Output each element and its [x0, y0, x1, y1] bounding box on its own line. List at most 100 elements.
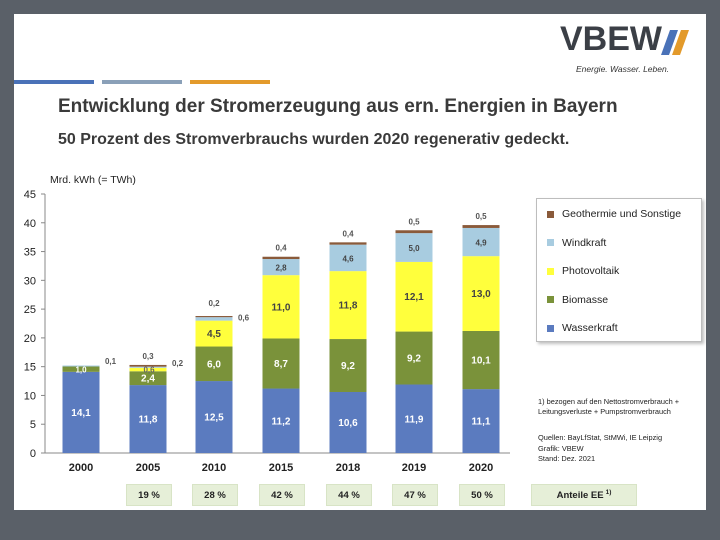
- bar-segment: [329, 391, 367, 453]
- bar-value-label: 0,5: [475, 212, 487, 221]
- bar-value-label: 9,2: [407, 354, 421, 365]
- page-subtitle: 50 Prozent des Stromverbrauchs wurden 20…: [58, 131, 570, 148]
- y-tick-label: 20: [24, 333, 36, 345]
- share-badge: 47 %: [392, 484, 438, 506]
- accent-stripes: [14, 80, 270, 84]
- x-tick-label: 2020: [469, 462, 493, 474]
- share-badge: 28 %: [192, 484, 238, 506]
- bar-segment: [195, 317, 233, 321]
- bar-segment: [195, 381, 233, 453]
- legend-item: Geothermie und Sonstige: [547, 207, 681, 221]
- source-line: Quellen: BayLfStat, StMWi, IE Leipzig: [538, 433, 663, 442]
- accent-stripe-orange: [190, 80, 270, 84]
- bar-segment: [262, 388, 300, 453]
- bar-value-label: 8,7: [274, 359, 288, 370]
- x-tick-label: 2015: [269, 462, 293, 474]
- bar-segment: [195, 346, 233, 382]
- bar-segment: [329, 339, 367, 392]
- bar-segment: [329, 242, 367, 245]
- bar-segment: [462, 227, 500, 257]
- bar-value-label: 11,1: [472, 417, 491, 428]
- share-badge: 19 %: [126, 484, 172, 506]
- sources: Quellen: BayLfStat, StMWi, IE Leipzig Gr…: [538, 433, 662, 465]
- bar-value-label: 11,2: [272, 416, 291, 427]
- share-badge: 50 %: [459, 484, 505, 506]
- bar-segment: [129, 371, 167, 386]
- bar-value-label: 4,6: [342, 254, 354, 263]
- bar-segment: [462, 225, 500, 228]
- y-tick-label: 30: [24, 275, 36, 287]
- bar-segment: [262, 256, 300, 260]
- bar-segment: [129, 385, 167, 453]
- legend-item: Biomasse: [547, 293, 608, 307]
- x-tick-label: 2000: [69, 462, 93, 474]
- bar-value-label: 9,2: [341, 361, 355, 372]
- y-tick-label: 5: [30, 419, 36, 431]
- bar-value-label: 11,0: [272, 302, 291, 313]
- y-axis-label: Mrd. kWh (= TWh): [50, 174, 136, 186]
- bar-value-label: 4,9: [475, 239, 487, 248]
- bar-value-label: 12,5: [204, 413, 224, 424]
- logo-slashes-icon: [661, 30, 689, 55]
- chart-data-labels: 14,11,00,111,82,40,60,20,312,56,04,50,60…: [71, 212, 491, 429]
- bar-value-label: 2,8: [275, 264, 287, 273]
- bar-segment: [395, 233, 433, 262]
- x-tick-label: 2018: [336, 462, 360, 474]
- bar-value-label: 0,4: [342, 229, 354, 238]
- bar-value-label: 10,1: [471, 356, 491, 367]
- y-tick-label: 25: [24, 304, 36, 316]
- bar-segment: [262, 338, 300, 389]
- y-tick-label: 0: [30, 448, 36, 460]
- bar-value-label: 10,6: [338, 418, 358, 429]
- legend-swatch: [547, 210, 554, 218]
- bar-value-label: 12,1: [404, 292, 424, 303]
- accent-stripe-grey: [102, 80, 182, 84]
- bar-value-label: 0,1: [105, 357, 117, 366]
- bar-segment: [62, 371, 100, 453]
- bar-value-label: 14,1: [71, 408, 91, 419]
- bar-value-label: 4,5: [207, 329, 221, 340]
- share-badge: 44 %: [326, 484, 372, 506]
- chart-axes: 0 5 10 15 20 25 30 35 40 45 2000 2005 2010 2015 2018 20…: [24, 189, 510, 474]
- bar-segment: [462, 256, 500, 331]
- bar-segment: [395, 331, 433, 385]
- shares-label: Anteile EE 1): [531, 484, 637, 506]
- y-tick-label: 15: [24, 362, 36, 374]
- shares-label-footnote-marker: 1): [605, 488, 612, 496]
- bar-segment: [329, 271, 367, 340]
- legend-label: Photovoltaik: [562, 265, 620, 277]
- legend-label: Geothermie und Sonstige: [562, 208, 682, 220]
- y-tick-label: 35: [24, 247, 36, 259]
- legend-swatch: [547, 324, 554, 332]
- x-tick-label: 2010: [202, 462, 226, 474]
- bar-value-label: 11,8: [339, 301, 358, 312]
- bar-value-label: 13,0: [471, 289, 491, 300]
- legend-label: Wasserkraft: [562, 322, 618, 334]
- bar-segment: [462, 389, 500, 453]
- bar-segment: [462, 330, 500, 390]
- legend-item: Photovoltaik: [547, 264, 619, 278]
- footnote: 1) bezogen auf den Nettostromverbrauch +…: [538, 397, 680, 416]
- bar-value-label: 5,0: [408, 244, 420, 253]
- bar-segment: [395, 230, 433, 234]
- source-line: Grafik: VBEW: [538, 443, 584, 453]
- chart-bars: [62, 225, 500, 453]
- bar-segment: [195, 316, 233, 318]
- legend-item: Wasserkraft: [547, 321, 618, 335]
- bar-value-label: 0,6: [143, 365, 155, 374]
- bar-value-label: 0,5: [408, 217, 420, 226]
- y-tick-label: 45: [24, 189, 36, 201]
- vbew-logo: VBEW Energie. Wasser. Leben.: [548, 20, 698, 80]
- legend-swatch: [547, 239, 554, 246]
- logo-tagline: Energie. Wasser. Leben.: [576, 64, 670, 74]
- bar-value-label: 6,0: [207, 359, 221, 370]
- bar-value-label: 1,0: [75, 365, 87, 374]
- bar-segment: [329, 244, 367, 272]
- logo-wordmark: VBEW: [560, 20, 662, 58]
- y-tick-label: 10: [24, 390, 36, 402]
- bar-value-label: 11,9: [405, 414, 424, 425]
- bar-segment: [395, 261, 433, 332]
- chart-legend: Geothermie und Sonstige Windkraft Photovol…: [536, 198, 702, 342]
- bar-segment: [195, 320, 233, 347]
